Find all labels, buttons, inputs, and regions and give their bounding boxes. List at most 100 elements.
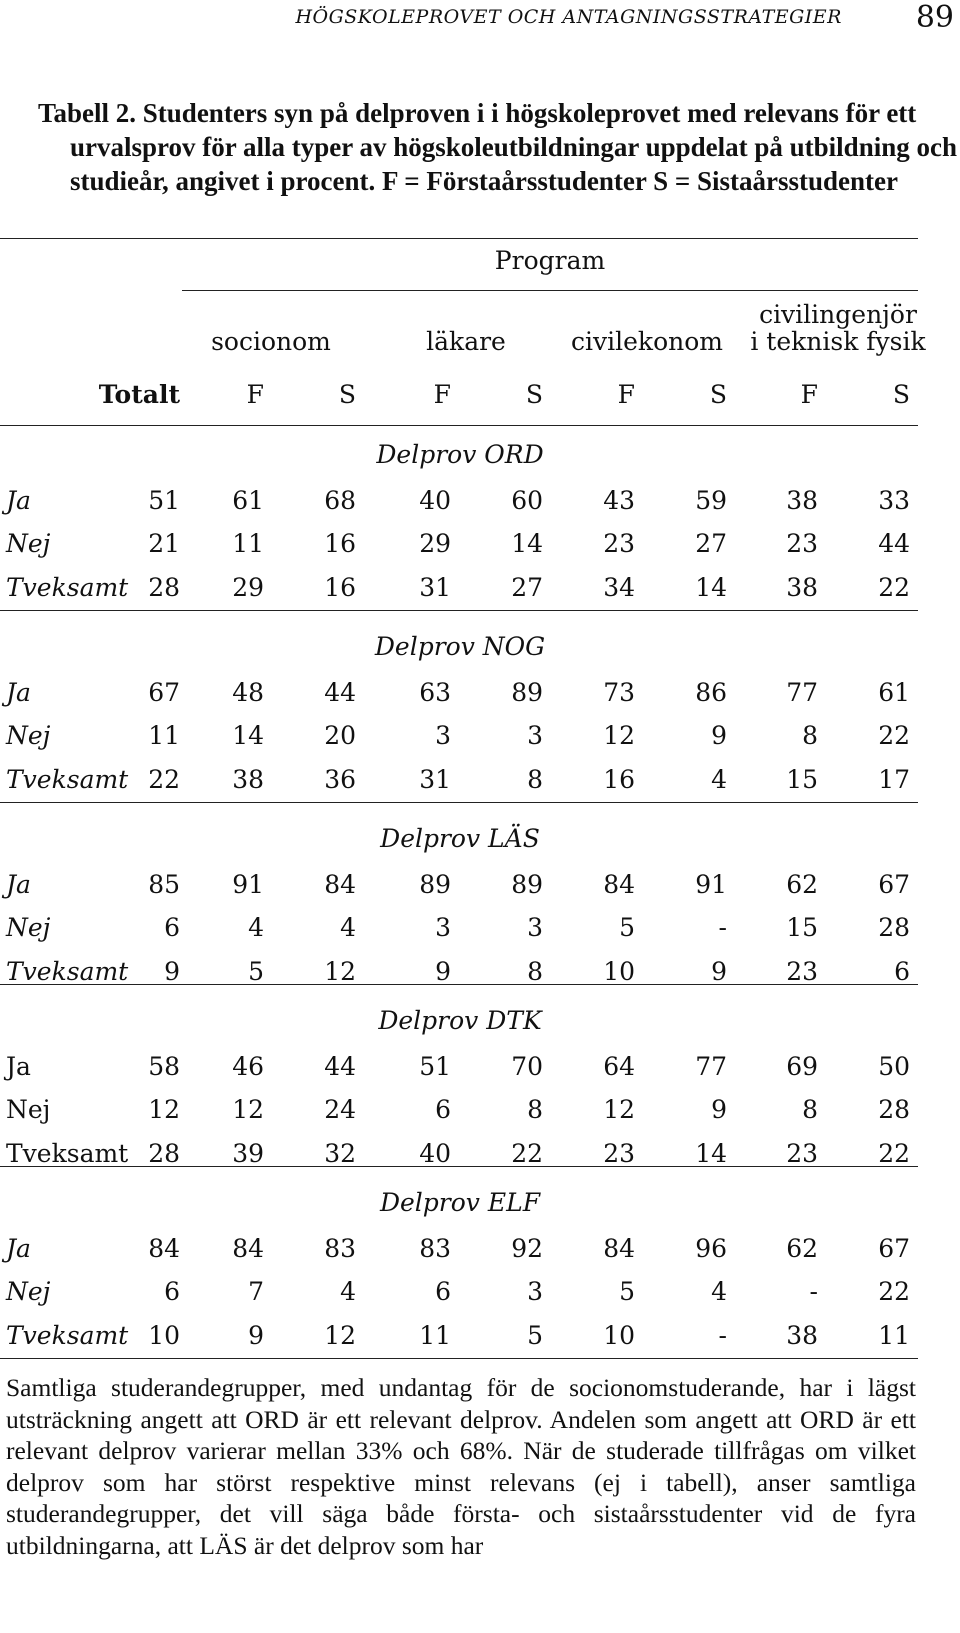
table-cell: 12 <box>148 1095 180 1124</box>
page-header: HÖGSKOLEPROVET OCH ANTAGNINGSSTRATEGIER … <box>0 0 960 40</box>
program-civilingenjor-line1: civilingenjör <box>759 300 917 329</box>
table-cell: 9 <box>164 957 180 986</box>
table-cell: 29 <box>232 573 264 602</box>
table-cell: 5 <box>248 957 264 986</box>
table-cell: 34 <box>603 573 635 602</box>
table-cell: 11 <box>419 1321 451 1350</box>
row-label: Nej <box>6 529 51 558</box>
table-cell: 23 <box>603 1139 635 1168</box>
header-bottom-rule <box>0 425 918 426</box>
table-cell: 38 <box>786 573 818 602</box>
table-cell: 12 <box>324 1321 356 1350</box>
table-cell: 10 <box>148 1321 180 1350</box>
table-cell: 11 <box>878 1321 910 1350</box>
table-cell: 67 <box>148 678 180 707</box>
table-cell: 4 <box>340 1277 356 1306</box>
table-cell: 6 <box>435 1095 451 1124</box>
table-bottom-rule <box>0 1358 918 1359</box>
table-cell: 14 <box>695 573 727 602</box>
table-cell: 15 <box>786 913 818 942</box>
table-cell: 84 <box>232 1234 264 1263</box>
table-cell: 28 <box>878 1095 910 1124</box>
row-label: Tveksamt <box>6 957 129 986</box>
table-cell: 23 <box>603 529 635 558</box>
table-cell: 4 <box>340 913 356 942</box>
table-cell: 6 <box>435 1277 451 1306</box>
table-cell: 58 <box>148 1052 180 1081</box>
table-cell: 85 <box>148 870 180 899</box>
table-cell: 16 <box>603 765 635 794</box>
table-top-rule <box>0 238 918 239</box>
table-cell: 86 <box>695 678 727 707</box>
table-cell: 12 <box>603 721 635 750</box>
table-cell: 89 <box>419 870 451 899</box>
table-cell: 16 <box>324 529 356 558</box>
section-rule <box>0 1166 918 1167</box>
table-cell: 77 <box>786 678 818 707</box>
table-cell: 70 <box>511 1052 543 1081</box>
table-cell: 10 <box>603 957 635 986</box>
section-title: Delprov LÄS <box>380 824 540 853</box>
table-cell: 14 <box>511 529 543 558</box>
program-rule <box>182 290 918 291</box>
table-cell: 32 <box>324 1139 356 1168</box>
column-header-f: F <box>246 380 264 409</box>
table-cell: 8 <box>527 957 543 986</box>
table-cell: 5 <box>619 913 635 942</box>
table-cell: 5 <box>619 1277 635 1306</box>
table-cell: 33 <box>878 486 910 515</box>
table-cell: 22 <box>148 765 180 794</box>
table-cell: 61 <box>232 486 264 515</box>
table-cell: 68 <box>324 486 356 515</box>
column-header-s: S <box>892 380 910 409</box>
table-cell: 83 <box>419 1234 451 1263</box>
table-cell: 96 <box>695 1234 727 1263</box>
row-label: Nej <box>6 1277 51 1306</box>
table-cell: 51 <box>148 486 180 515</box>
table-cell: 22 <box>878 721 910 750</box>
table-cell: 50 <box>878 1052 910 1081</box>
column-header-s: S <box>525 380 543 409</box>
table-cell: 28 <box>148 573 180 602</box>
table-cell: 73 <box>603 678 635 707</box>
table-cell: 21 <box>148 529 180 558</box>
table-cell: - <box>718 913 727 942</box>
table-cell: 3 <box>435 721 451 750</box>
table-cell: 38 <box>786 1321 818 1350</box>
table-cell: 3 <box>527 1277 543 1306</box>
table-cell: 48 <box>232 678 264 707</box>
column-header-s: S <box>338 380 356 409</box>
table-cell: 46 <box>232 1052 264 1081</box>
table-cell: 44 <box>324 678 356 707</box>
section-title: Delprov ELF <box>379 1188 541 1217</box>
table-cell: 67 <box>878 870 910 899</box>
table-cell: 16 <box>324 573 356 602</box>
table-cell: 3 <box>527 913 543 942</box>
table-cell: 20 <box>324 721 356 750</box>
program-lakare: läkare <box>426 327 506 356</box>
row-label: Ja <box>6 678 31 707</box>
table-cell: 9 <box>711 721 727 750</box>
table-cell: 89 <box>511 678 543 707</box>
table-cell: 63 <box>419 678 451 707</box>
section-rule <box>0 984 918 985</box>
table-cell: 4 <box>248 913 264 942</box>
table-cell: 83 <box>324 1234 356 1263</box>
table-cell: 10 <box>603 1321 635 1350</box>
table-cell: 40 <box>419 1139 451 1168</box>
table-cell: 64 <box>603 1052 635 1081</box>
table-cell: 44 <box>878 529 910 558</box>
table-cell: 84 <box>603 1234 635 1263</box>
row-label: Nej <box>6 721 51 750</box>
page-number: 89 <box>915 0 954 35</box>
table-cell: 8 <box>527 1095 543 1124</box>
row-label: Tveksamt <box>6 1139 129 1168</box>
table-cell: 23 <box>786 1139 818 1168</box>
section-title: Delprov ORD <box>376 440 544 469</box>
table-cell: 11 <box>148 721 180 750</box>
table-cell: 9 <box>435 957 451 986</box>
table-cell: 38 <box>232 765 264 794</box>
program-socionom: socionom <box>211 327 331 356</box>
column-header-f: F <box>800 380 818 409</box>
table-cell: 27 <box>511 573 543 602</box>
